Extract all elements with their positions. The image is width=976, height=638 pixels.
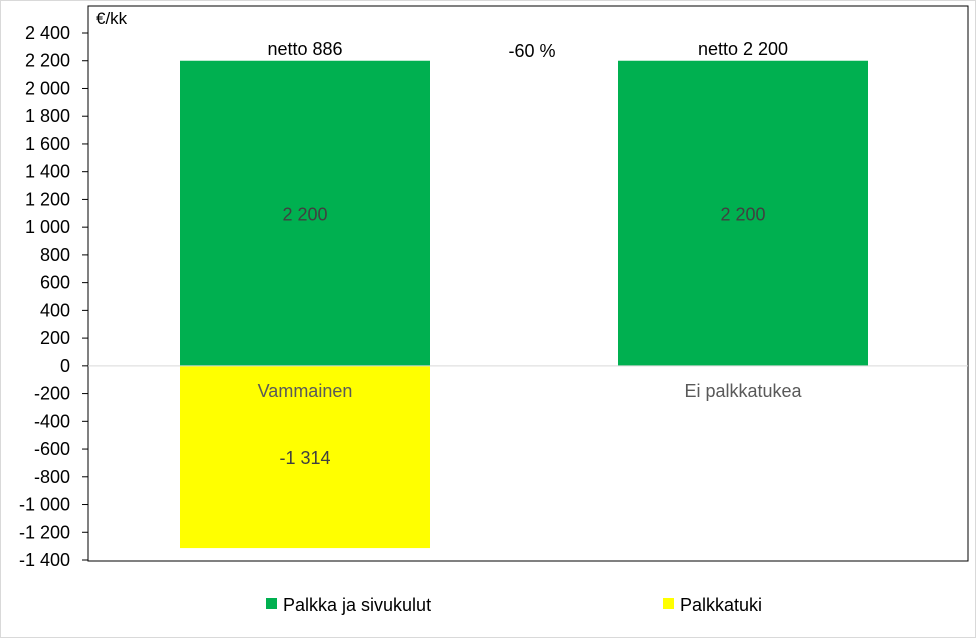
- legend-swatch: [266, 598, 277, 609]
- y-tick-label: 2 400: [25, 23, 70, 43]
- y-tick-label: -200: [34, 384, 70, 404]
- net-label: netto 2 200: [698, 39, 788, 59]
- y-tick-label: 200: [40, 328, 70, 348]
- y-tick-label: -400: [34, 411, 70, 431]
- bar-value-label: -1 314: [279, 448, 330, 468]
- bar-palkka-1: [618, 60, 868, 366]
- legend-swatch: [663, 598, 674, 609]
- net-label: netto 886: [267, 39, 342, 59]
- change-annotation: -60 %: [508, 41, 555, 61]
- y-tick-label: 1 400: [25, 162, 70, 182]
- y-tick-label: -600: [34, 439, 70, 459]
- y-tick-label: 800: [40, 245, 70, 265]
- y-tick-label: 400: [40, 300, 70, 320]
- y-tick-label: 1 000: [25, 217, 70, 237]
- y-tick-label: -1 400: [19, 550, 70, 570]
- bar-palkkatuki-0: [180, 365, 430, 549]
- y-tick-label: 1 200: [25, 189, 70, 209]
- y-tick-label: 1 800: [25, 106, 70, 126]
- bar-value-label: 2 200: [282, 204, 327, 224]
- y-tick-label: 1 600: [25, 134, 70, 154]
- y-tick-label: -1 000: [19, 495, 70, 515]
- y-tick-label: 2 000: [25, 78, 70, 98]
- data-labels: 2 200 2 200 -1 314 Vammainen Ei palkkatukea n…: [258, 39, 803, 468]
- category-label: Vammainen: [258, 381, 353, 401]
- legend: Palkka ja sivukulut Palkkatuki: [266, 595, 762, 615]
- y-tick-label: -800: [34, 467, 70, 487]
- legend-label: Palkkatuki: [680, 595, 762, 615]
- bars: [88, 60, 968, 549]
- bar-palkka-0: [180, 60, 430, 366]
- category-label: Ei palkkatukea: [684, 381, 802, 401]
- y-tick-label: -1 200: [19, 522, 70, 542]
- legend-label: Palkka ja sivukulut: [283, 595, 431, 615]
- unit-label: €/kk: [96, 9, 128, 28]
- bar-value-label: 2 200: [720, 204, 765, 224]
- y-tick-label: 2 200: [25, 51, 70, 71]
- y-tick-label: 0: [60, 356, 70, 376]
- y-tick-label: 600: [40, 273, 70, 293]
- y-axis: 2 400 2 200 2 000 1 800 1 600 1 400 1 200 1 000…: [19, 23, 88, 570]
- plot-area: [87, 5, 969, 562]
